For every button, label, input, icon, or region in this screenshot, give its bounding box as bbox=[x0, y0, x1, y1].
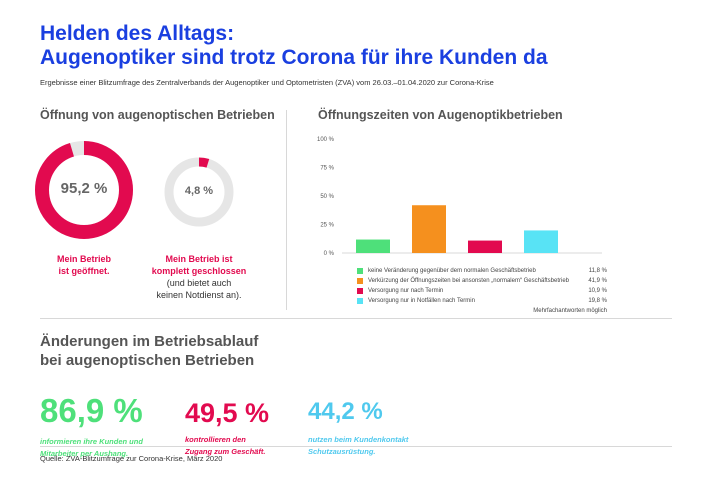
chart-footnote: Mehrfachantworten möglich bbox=[357, 306, 607, 316]
open-caption-line-1: Mein Betrieb bbox=[56, 254, 111, 264]
y-tick-label: 75 % bbox=[320, 166, 334, 172]
bar bbox=[412, 205, 446, 253]
legend-value: 41,9 % bbox=[588, 278, 607, 284]
legend-label: Versorgung nur nach Termin bbox=[368, 288, 444, 294]
source-note: Quelle: ZVA-Blitzumfrage zur Corona-Kris… bbox=[40, 454, 223, 463]
stat-desc-line-1: informieren ihre Kunden und bbox=[40, 437, 143, 446]
stat-value: 44,2 % bbox=[308, 398, 383, 425]
y-tick-label: 50 % bbox=[320, 194, 334, 200]
legend-label: Verkürzung der Öffnungszeiten bei ansons… bbox=[368, 278, 569, 284]
title-line-2: Augenoptiker sind trotz Corona für ihre … bbox=[40, 46, 548, 69]
closed-caption-line-1: Mein Betrieb ist bbox=[165, 254, 233, 264]
legend-swatch bbox=[357, 288, 363, 294]
donut-open-label: 95,2 % bbox=[60, 180, 108, 197]
hours-heading: Öffnungszeiten von Augenoptikbetrieben bbox=[318, 108, 563, 122]
stat-value: 86,9 % bbox=[40, 392, 143, 429]
donut-open bbox=[35, 141, 133, 239]
section-divider bbox=[286, 110, 287, 310]
section-divider-horizontal bbox=[40, 318, 672, 319]
closed-note-line-1: (und bietet auch bbox=[166, 278, 232, 288]
stat-schutz: 44,2 % nutzen beim Kundenkontakt Schutza… bbox=[308, 398, 468, 458]
stat-zugang: 49,5 % kontrollieren den Zugang zum Gesc… bbox=[185, 398, 305, 458]
legend-swatch bbox=[357, 278, 363, 284]
stat-desc-line-1: kontrollieren den bbox=[185, 435, 246, 444]
legend-item: Versorgung nur nach Termin 10,9 % bbox=[357, 286, 607, 296]
bar bbox=[468, 240, 502, 253]
changes-heading-line-1: Änderungen im Betriebsablauf bbox=[40, 333, 259, 350]
legend-item: Versorgung nur in Notfällen nach Termin … bbox=[357, 296, 607, 306]
page-title: Helden des Alltags: Augenoptiker sind tr… bbox=[40, 22, 548, 70]
footer-divider bbox=[40, 446, 672, 447]
chart-footnote-text: Mehrfachantworten möglich bbox=[533, 308, 607, 314]
closed-note-line-2: keinen Notdienst an). bbox=[156, 290, 242, 300]
legend-value: 19,8 % bbox=[588, 298, 607, 304]
closed-caption: Mein Betrieb ist komplett geschlossen (u… bbox=[142, 253, 256, 301]
donut-closed-label: 4,8 % bbox=[184, 185, 214, 197]
stat-desc-line-2: Zugang zum Geschäft. bbox=[185, 447, 266, 456]
stat-desc-line-1: nutzen beim Kundenkontakt bbox=[308, 435, 409, 444]
legend-value: 11,8 % bbox=[588, 268, 607, 274]
stat-aushang: 86,9 % informieren ihre Kunden und Mitar… bbox=[40, 392, 190, 460]
y-tick-label: 0 % bbox=[324, 251, 335, 257]
legend-value: 10,9 % bbox=[588, 288, 607, 294]
legend-swatch bbox=[357, 298, 363, 304]
changes-heading: Änderungen im Betriebsablauf bei augenop… bbox=[40, 332, 258, 370]
legend-swatch bbox=[357, 268, 363, 274]
legend-item: keine Veränderung gegenüber dem normalen… bbox=[357, 266, 607, 276]
donut-closed bbox=[164, 157, 234, 227]
bar bbox=[356, 239, 390, 253]
changes-heading-line-2: bei augenoptischen Betrieben bbox=[40, 352, 255, 369]
closed-caption-line-2: komplett geschlossen bbox=[151, 266, 247, 276]
chart-legend: keine Veränderung gegenüber dem normalen… bbox=[357, 266, 607, 316]
title-line-1: Helden des Alltags: bbox=[40, 22, 235, 45]
donut-closed-arc bbox=[164, 157, 234, 227]
open-caption-line-2: ist geöffnet. bbox=[58, 266, 110, 276]
hours-bar-chart: 0 % 25 % 50 % 75 % 100 % bbox=[317, 137, 602, 257]
stat-desc-line-2: Schutzausrüstung. bbox=[308, 447, 376, 456]
open-caption: Mein Betrieb ist geöffnet. bbox=[34, 253, 134, 277]
opening-heading: Öffnung von augenoptischen Betrieben bbox=[40, 108, 275, 122]
donut-open-arc bbox=[35, 141, 133, 239]
y-tick-label: 100 % bbox=[317, 137, 335, 143]
stat-desc-line-2: Mitarbeiter per Aushang. bbox=[40, 449, 129, 458]
legend-item: Verkürzung der Öffnungszeiten bei ansons… bbox=[357, 276, 607, 286]
legend-label: Versorgung nur in Notfällen nach Termin bbox=[368, 298, 475, 304]
bar bbox=[524, 230, 558, 253]
y-tick-label: 25 % bbox=[320, 223, 334, 229]
stat-value: 49,5 % bbox=[185, 398, 270, 428]
page-subtitle: Ergebnisse einer Blitzumfrage des Zentra… bbox=[40, 78, 494, 87]
legend-label: keine Veränderung gegenüber dem normalen… bbox=[368, 268, 536, 274]
